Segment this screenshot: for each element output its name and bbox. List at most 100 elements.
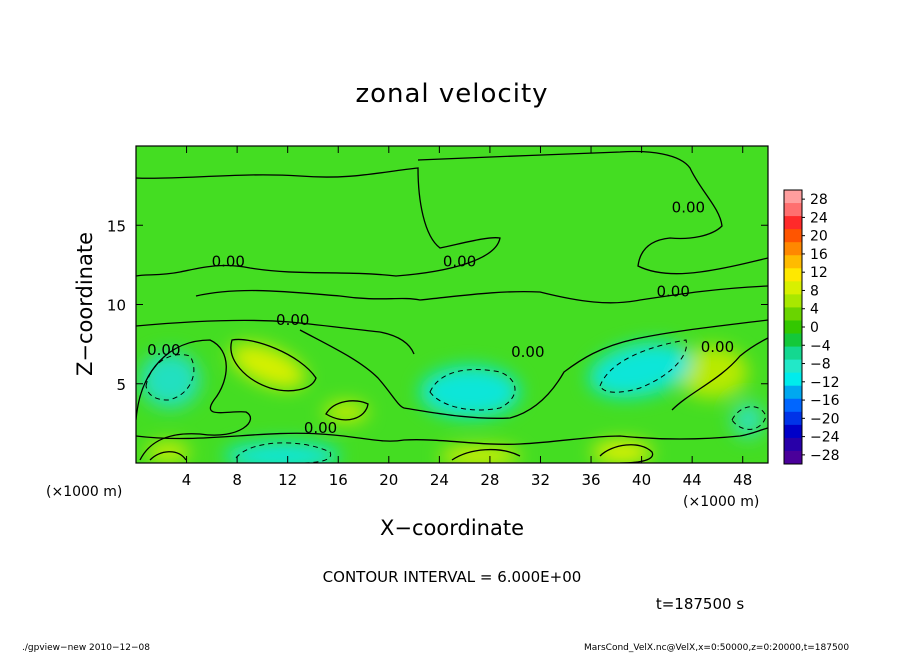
negative-contour — [429, 369, 516, 411]
x-axis-label: X−coordinate — [380, 516, 524, 540]
colorbar-tick-label: 4 — [810, 302, 819, 318]
x-tick-label: 20 — [379, 471, 398, 489]
colorbar-cell — [784, 242, 802, 256]
colorbar-cell — [784, 216, 802, 230]
y-axis-label: Z−coordinate — [73, 232, 97, 376]
contour-line — [325, 400, 369, 421]
colorbar-tick-label: 8 — [810, 283, 819, 299]
positive-anomaly — [230, 343, 306, 389]
contour-label: 0.00 — [511, 343, 544, 361]
contour-labels: 0.00 0.00 0.00 0.00 0.00 0.00 0.00 0.00 0.00 — [147, 199, 734, 437]
colorbar-cell — [784, 229, 802, 243]
colorbar-tick-label: −4 — [810, 338, 831, 354]
contour-line — [671, 337, 768, 411]
colorbar-cells — [784, 190, 802, 465]
negative-contour — [599, 339, 687, 393]
colorbar-tick-label: 12 — [810, 265, 828, 281]
x-tick-label: 4 — [182, 471, 192, 489]
colorbar-cell — [784, 411, 802, 426]
contour-line — [230, 338, 317, 392]
contour-label: 0.00 — [147, 341, 180, 359]
colorbar-tick-label: −20 — [810, 411, 840, 427]
colorbar-cell — [784, 294, 802, 308]
time-label: t=187500 s — [656, 595, 744, 613]
contour-line — [599, 444, 654, 463]
contour-interval-text: CONTOUR INTERVAL = 6.000E+00 — [323, 568, 582, 586]
positive-anomaly — [592, 441, 652, 463]
x-tick-label: 12 — [278, 471, 297, 489]
negative-contour — [145, 354, 195, 401]
contour-lines — [136, 150, 768, 463]
footer-left: ./gpview−new 2010−12−08 — [22, 643, 150, 653]
colorbar-cell — [784, 398, 802, 413]
colorbar-cell — [784, 203, 802, 217]
colorbar-tick-label: −24 — [810, 430, 840, 446]
colorbar-tick-label: −12 — [810, 375, 840, 391]
contour-label: 0.00 — [212, 252, 245, 270]
contour-label: 0.00 — [276, 311, 309, 329]
x-tick-label: 8 — [232, 471, 242, 489]
x-tick-label: 24 — [430, 471, 449, 489]
colorbar-cell — [784, 320, 802, 335]
positive-anomaly — [676, 346, 748, 398]
colorbar-tick-label: 28 — [810, 192, 828, 208]
contour-line — [417, 150, 768, 275]
contour-line — [195, 285, 768, 304]
y-axis-ticks: 5 10 15 — [107, 217, 768, 394]
contour-line — [149, 451, 187, 461]
colorbar-tick-label: 16 — [810, 247, 828, 263]
x-tick-label: 16 — [329, 471, 348, 489]
colorbar-cell — [784, 190, 802, 204]
colorbar-cell — [784, 333, 802, 348]
colorbar-labels: 28 24 20 16 12 8 4 0 −4 −8 −12 −16 −20 −24 −28 — [802, 192, 840, 464]
footer-right: MarsCond_VelX.nc@VelX,x=0:50000,z=0:2000… — [584, 643, 849, 653]
colorbar-tick-label: −16 — [810, 393, 840, 409]
x-tick-label: 28 — [480, 471, 499, 489]
colorbar-cell — [784, 424, 802, 439]
colorbar-cell — [784, 281, 802, 295]
colorbar-cell — [784, 372, 802, 387]
x-tick-label: 36 — [581, 471, 600, 489]
colorbar-cell — [784, 450, 802, 465]
negative-anomaly — [420, 366, 520, 418]
colorbar: 28 24 20 16 12 8 4 0 −4 −8 −12 −16 −20 −24 −28 — [783, 189, 840, 465]
velocity-field — [136, 146, 768, 463]
colorbar-cell — [784, 359, 802, 374]
x-tick-label: 44 — [683, 471, 702, 489]
colorbar-tick-label: 24 — [810, 210, 828, 226]
contour-line — [299, 319, 768, 419]
y-tick-label: 15 — [107, 217, 126, 235]
negative-anomaly — [224, 442, 340, 463]
contour-label: 0.00 — [701, 338, 734, 356]
contour-line — [451, 448, 521, 461]
x-axis-unit-left: (×1000 m) — [46, 484, 122, 500]
y-tick-label: 10 — [107, 297, 126, 315]
y-tick-label: 5 — [116, 376, 126, 394]
contour-line — [136, 427, 768, 445]
contour-line — [136, 339, 252, 461]
contour-label: 0.00 — [304, 419, 337, 437]
negative-contour — [731, 406, 767, 430]
colorbar-cell — [784, 346, 802, 361]
colorbar-cell — [784, 268, 802, 282]
x-tick-label: 48 — [733, 471, 752, 489]
colorbar-tick-label: −28 — [810, 448, 840, 464]
colorbar-cell — [784, 385, 802, 400]
contour-label: 0.00 — [656, 283, 689, 301]
x-axis-ticks: 4 8 12 16 20 24 28 32 36 40 44 48 — [182, 146, 752, 489]
contour-label: 0.00 — [672, 199, 705, 217]
contour-label: 0.00 — [443, 252, 476, 270]
negative-anomaly — [588, 342, 692, 398]
x-axis-unit-right: (×1000 m) — [683, 494, 759, 510]
colorbar-tick-label: 0 — [810, 320, 819, 336]
x-tick-label: 32 — [531, 471, 550, 489]
negative-anomaly — [140, 352, 200, 408]
colorbar-cell — [784, 255, 802, 269]
x-tick-label: 40 — [632, 471, 651, 489]
colorbar-cell — [784, 437, 802, 452]
negative-contours — [145, 339, 767, 463]
negative-contour — [235, 442, 332, 463]
colorbar-tick-label: 20 — [810, 229, 828, 245]
contour-line — [136, 167, 501, 277]
